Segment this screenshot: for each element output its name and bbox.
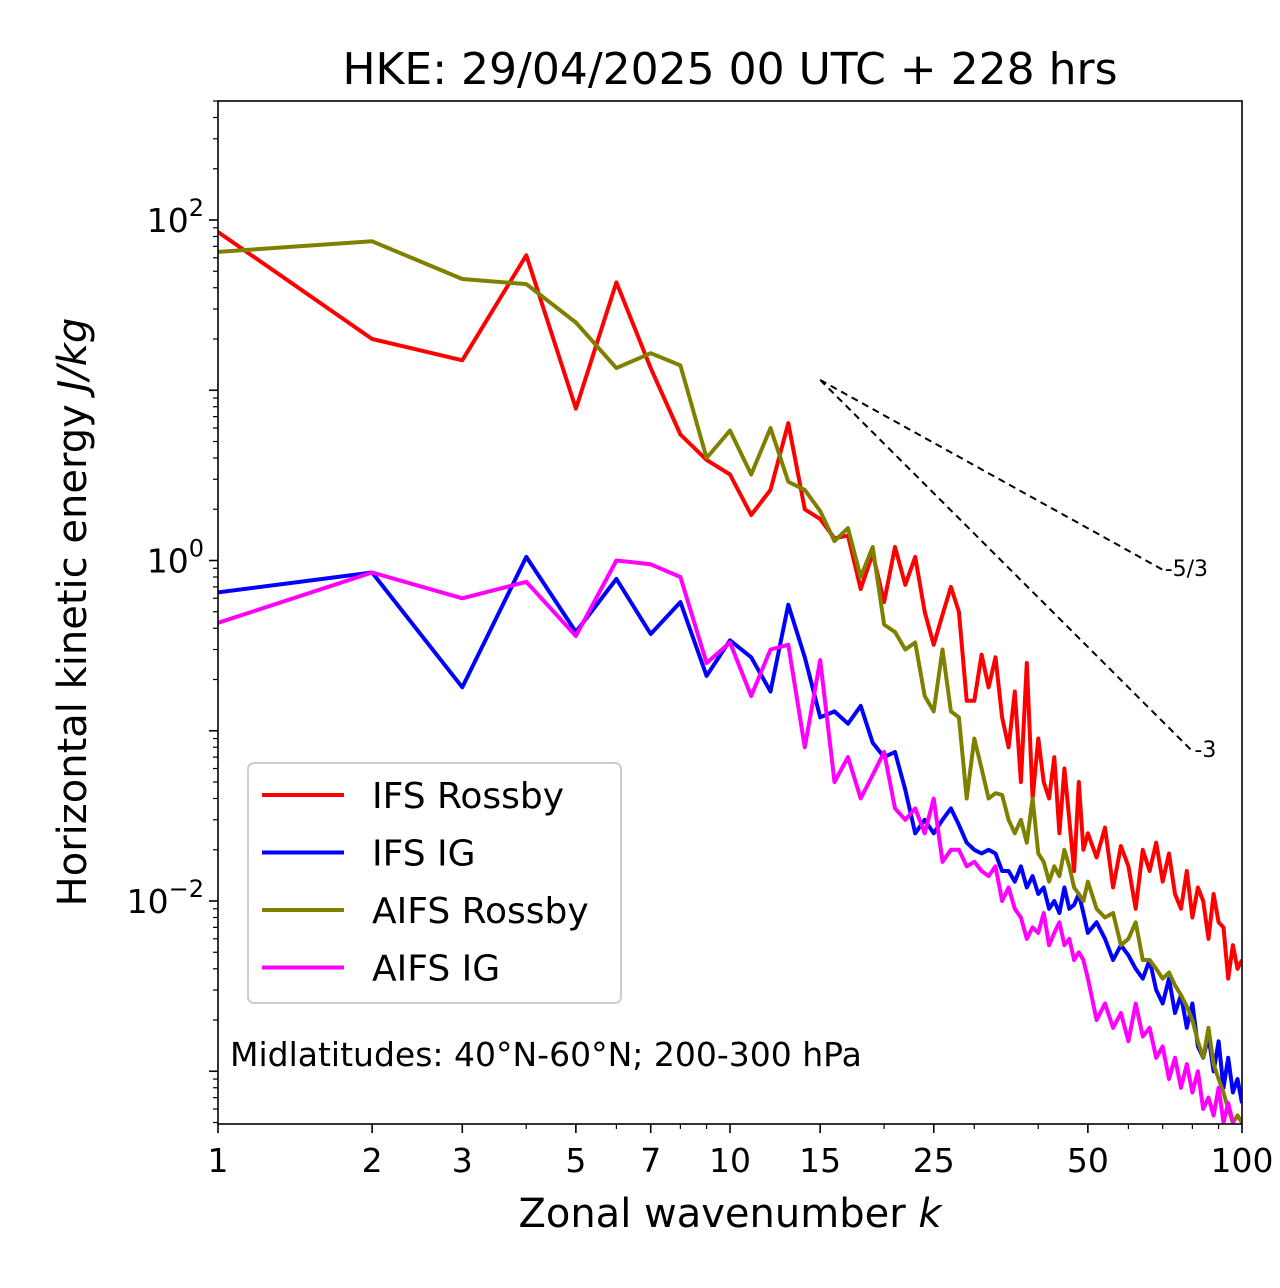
- x-tick-label: 3: [452, 1141, 473, 1180]
- reference-line: [819, 379, 1194, 752]
- y-tick-label: 10−2: [127, 875, 204, 921]
- reference-lines: -5/3 -3: [819, 379, 1216, 763]
- series-line-aifs-rossby: [218, 239, 1242, 1124]
- x-tick-label: 25: [913, 1141, 955, 1180]
- x-tick-label: 15: [799, 1141, 841, 1180]
- chart-title: HKE: 29/04/2025 00 UTC + 228 hrs: [342, 44, 1117, 95]
- y-axis-label: Horizontal kinetic energy J/kg: [50, 318, 96, 907]
- reference-line-label: -5/3: [1165, 557, 1208, 582]
- y-tick-base: 10: [127, 882, 169, 921]
- series-line-ifs-ig: [218, 554, 1242, 1104]
- y-tick-label: 100: [147, 535, 204, 581]
- series-layer: [218, 230, 1242, 1124]
- legend-label: IFS IG: [372, 834, 476, 875]
- y-tick-base: 10: [147, 542, 189, 581]
- legend-frame: [247, 762, 622, 1004]
- x-tick-label: 7: [640, 1141, 661, 1180]
- x-tick-label: 100: [1211, 1141, 1274, 1180]
- x-axis-label-text: Zonal wavenumber: [518, 1191, 918, 1237]
- x-tick-label: 1: [208, 1141, 229, 1180]
- y-tick-exponent: 0: [189, 535, 204, 563]
- x-axis-label: Zonal wavenumber k: [518, 1191, 943, 1237]
- y-axis-label-text: Horizontal kinetic energy: [50, 392, 96, 907]
- series-line-aifs-ig: [218, 558, 1242, 1124]
- x-tick-label: 50: [1067, 1141, 1109, 1180]
- legend: IFS Rossby IFS IG AIFS Rossby AIFS IG: [247, 762, 622, 1004]
- y-tick-base: 10: [147, 201, 189, 240]
- y-tick-exponent: 2: [189, 194, 204, 222]
- legend-label: AIFS Rossby: [372, 891, 589, 932]
- series-line-ifs-rossby: [218, 230, 1242, 981]
- x-axis-label-variable: k: [918, 1191, 943, 1237]
- x-tick-label: 10: [709, 1141, 751, 1180]
- reference-line: [819, 379, 1164, 571]
- y-tick-exponent: −2: [169, 875, 204, 903]
- legend-label: AIFS IG: [372, 949, 500, 990]
- y-tick-label: 102: [147, 194, 204, 240]
- reference-line-label: -3: [1194, 738, 1216, 763]
- region-annotation: Midlatitudes: 40°N-60°N; 200-300 hPa: [230, 1035, 862, 1074]
- x-axis: 1 2 3 5 7 10 15 25 50 100: [208, 1124, 1274, 1180]
- legend-label: IFS Rossby: [372, 776, 564, 817]
- x-tick-label: 5: [565, 1141, 586, 1180]
- y-axis-label-unit: J/kg: [50, 318, 96, 399]
- x-tick-label: 2: [362, 1141, 383, 1180]
